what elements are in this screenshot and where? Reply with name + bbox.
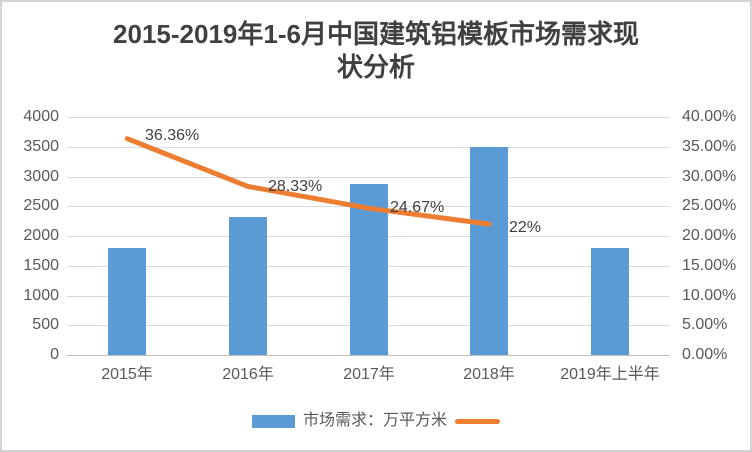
- legend-line-swatch: [455, 418, 500, 424]
- gridline: [67, 177, 670, 178]
- left-axis-tick-label: 1000: [23, 287, 59, 304]
- x-axis-tick-label: 2015年: [101, 366, 153, 383]
- gridline: [67, 117, 670, 118]
- left-axis-tick-label: 3000: [23, 168, 59, 185]
- bar: [229, 217, 267, 355]
- right-axis-tick-label: 35.00%: [682, 138, 737, 155]
- right-axis-tick-label: 15.00%: [682, 257, 737, 274]
- legend-bar-swatch: [251, 414, 295, 428]
- gridline: [67, 355, 670, 356]
- x-axis-tick-label: 2016年: [222, 366, 274, 383]
- data-label: 28.33%: [268, 178, 323, 195]
- left-axis-tick-label: 1500: [23, 257, 59, 274]
- legend-bar-label: 市场需求：万平方米: [302, 412, 447, 429]
- chart-title-line-2: 状分析: [336, 52, 415, 82]
- right-axis-tick-label: 20.00%: [682, 227, 737, 244]
- left-axis-tick-label: 2500: [23, 197, 59, 214]
- right-axis-tick-label: 40.00%: [682, 108, 737, 125]
- x-axis-tick-label: 2017年: [343, 366, 395, 383]
- right-axis-tick-label: 10.00%: [682, 287, 737, 304]
- bar: [350, 184, 388, 355]
- chart-title-line-1: 2015-2019年1-6月中国建筑铝模板市场需求现: [113, 19, 639, 49]
- bar: [108, 248, 146, 355]
- right-axis-tick-label: 25.00%: [682, 197, 737, 214]
- left-axis-tick-label: 2000: [23, 227, 59, 244]
- x-axis-tick-label: 2018年: [463, 366, 515, 383]
- left-axis-tick-label: 500: [32, 316, 59, 333]
- legend: 市场需求：万平方米: [2, 412, 750, 430]
- right-axis-tick-label: 30.00%: [682, 168, 737, 185]
- left-axis-tick-label: 3500: [23, 138, 59, 155]
- data-label: 24.67%: [390, 199, 445, 216]
- right-axis-tick-label: 5.00%: [682, 316, 728, 333]
- chart-title: 2015-2019年1-6月中国建筑铝模板市场需求现 状分析: [2, 18, 750, 84]
- left-axis-tick-label: 0: [50, 346, 59, 363]
- left-axis-tick-label: 4000: [23, 108, 59, 125]
- data-label: 22%: [509, 219, 542, 236]
- gridline: [67, 147, 670, 148]
- bar: [591, 248, 629, 355]
- right-axis-tick-label: 0.00%: [682, 346, 728, 363]
- bar: [470, 147, 508, 355]
- x-axis-tick-label: 2019年上半年: [560, 366, 660, 383]
- data-label: 36.36%: [145, 127, 200, 144]
